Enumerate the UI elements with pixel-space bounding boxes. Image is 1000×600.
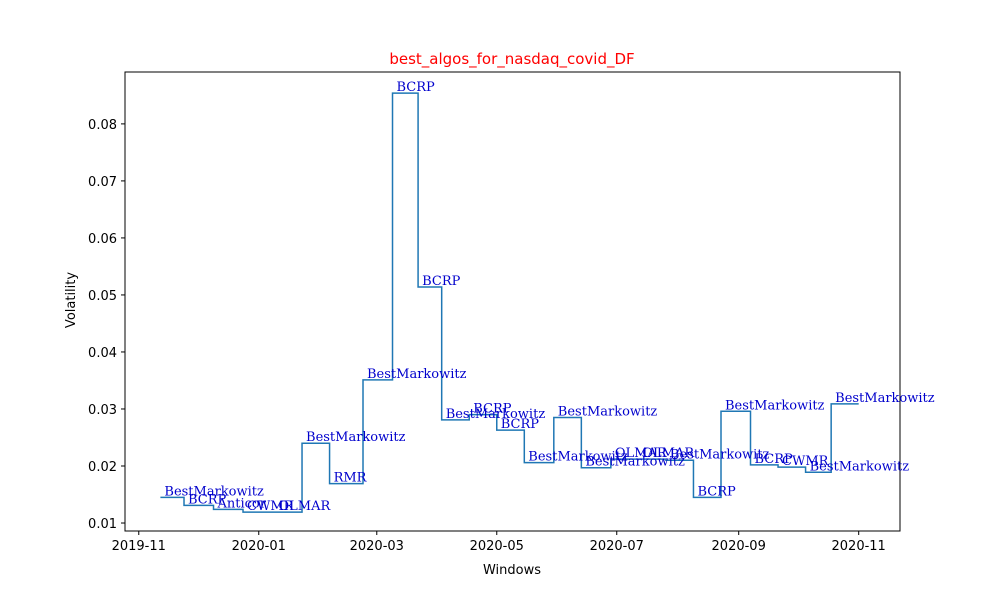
point-label: BestMarkowitz xyxy=(558,405,658,420)
y-tick-label: 0.06 xyxy=(88,232,117,247)
point-label: BCRP xyxy=(697,484,736,499)
point-label: OLMAR xyxy=(278,499,331,514)
y-tick-label: 0.01 xyxy=(88,517,117,532)
plot-frame xyxy=(124,71,901,532)
x-tick-label: 2020-03 xyxy=(350,539,404,554)
point-label: BestMarkowitz xyxy=(367,367,467,382)
point-label: BCRP xyxy=(473,402,512,417)
point-label: OLMAR xyxy=(615,446,668,461)
point-label: BestMarkowitz xyxy=(164,484,264,499)
point-label: Anticor xyxy=(217,496,267,511)
point-label: BestMarkowitz xyxy=(446,407,546,422)
point-label: RMR xyxy=(334,471,368,486)
point-label: BCRP xyxy=(422,274,461,289)
x-tick-label: 2020-07 xyxy=(590,539,644,554)
y-tick-label: 0.03 xyxy=(88,403,117,418)
step-line xyxy=(160,92,859,513)
y-tick-label: 0.07 xyxy=(88,175,117,190)
y-tick-label: 0.02 xyxy=(88,460,117,475)
y-axis-label: Volatility xyxy=(64,272,79,328)
x-axis-label: Windows xyxy=(483,563,541,578)
point-label: CWMR xyxy=(782,454,830,469)
point-label: BestMarkowitz xyxy=(585,455,685,470)
x-tick-label: 2020-09 xyxy=(712,539,766,554)
point-label: BestMarkowitz xyxy=(725,398,825,413)
y-tick-label: 0.08 xyxy=(88,118,117,133)
point-label: OLMAR xyxy=(642,446,695,461)
x-tick-label: 2019-11 xyxy=(112,539,166,554)
point-label: BCRP xyxy=(397,80,436,95)
chart-title: best_algos_for_nasdaq_covid_DF xyxy=(389,50,634,69)
point-label: BestMarkowitz xyxy=(810,459,910,474)
point-label: BCRP xyxy=(755,452,794,467)
point-label: BCRP xyxy=(501,417,540,432)
point-label: BestMarkowitz xyxy=(528,450,628,465)
point-label: BCRP xyxy=(188,492,227,507)
point-label: CWMR xyxy=(247,499,295,514)
x-tick-label: 2020-11 xyxy=(832,539,886,554)
x-tick-label: 2020-05 xyxy=(470,539,524,554)
point-label: BestMarkowitz xyxy=(835,391,935,406)
x-tick-label: 2020-01 xyxy=(232,539,286,554)
y-tick-label: 0.05 xyxy=(88,289,117,304)
point-label: BestMarkowitz xyxy=(306,430,406,445)
point-label: BestMarkowitz xyxy=(670,447,770,462)
y-tick-label: 0.04 xyxy=(88,346,117,361)
